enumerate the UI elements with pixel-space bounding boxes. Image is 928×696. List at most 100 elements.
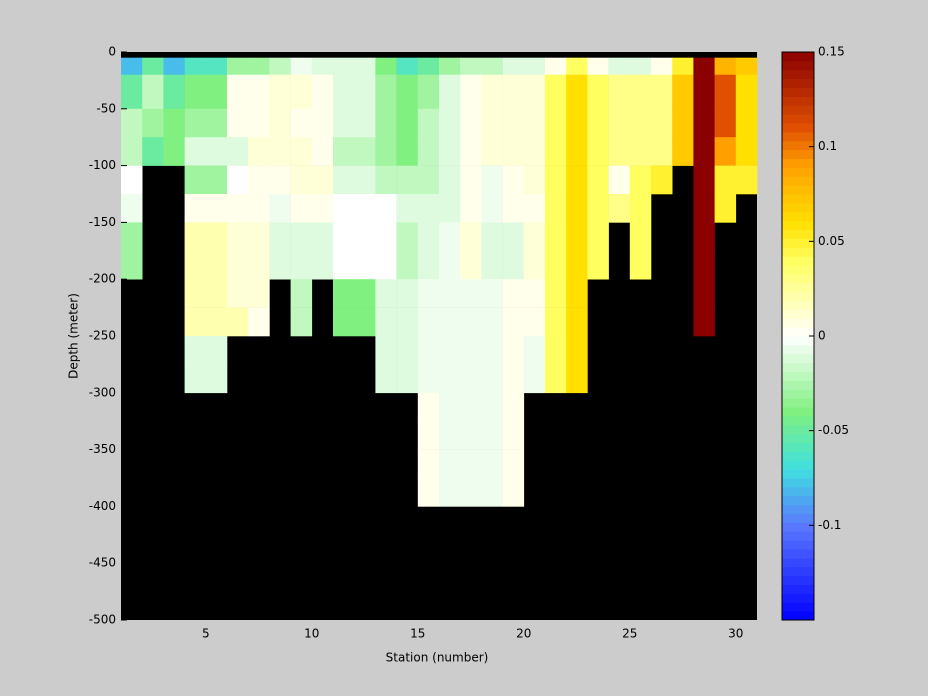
cell — [354, 307, 376, 337]
cell — [439, 364, 461, 394]
cell — [460, 279, 482, 308]
cell — [587, 108, 609, 138]
cell — [417, 137, 440, 166]
cell — [121, 250, 143, 280]
cell — [142, 108, 164, 138]
colorbar-swatch — [782, 380, 814, 390]
cell — [735, 74, 758, 110]
cell — [205, 336, 228, 365]
y-axis-label: Depth (meter) — [67, 293, 81, 379]
cell — [439, 421, 461, 450]
cell — [333, 307, 355, 337]
cell — [460, 57, 482, 76]
cell — [714, 108, 737, 138]
cell — [566, 222, 588, 252]
colorbar-swatch — [782, 362, 814, 372]
cell — [693, 307, 715, 337]
cell — [417, 307, 440, 337]
cell — [439, 478, 461, 507]
cell — [460, 307, 482, 337]
colorbar-swatch — [782, 167, 814, 177]
cell — [417, 392, 440, 422]
cell — [735, 137, 758, 166]
cell — [672, 137, 694, 166]
colorbar-swatch — [782, 353, 814, 364]
cell — [184, 108, 207, 138]
y-tick-label: -150 — [89, 215, 116, 229]
cell — [502, 307, 525, 337]
colorbar-swatch — [782, 114, 814, 124]
cell — [396, 74, 419, 110]
cell — [460, 421, 482, 450]
cell — [481, 194, 503, 223]
cell — [460, 478, 482, 507]
cell — [333, 279, 355, 308]
cell — [523, 74, 546, 110]
cell — [629, 165, 652, 195]
cell — [460, 392, 482, 422]
colorbar-swatch — [782, 229, 814, 239]
y-tick-label: -250 — [89, 329, 116, 343]
colorbar-swatch — [782, 176, 814, 186]
cell — [396, 336, 419, 365]
cell — [269, 137, 291, 166]
colorbar-tick-label: 0.1 — [818, 139, 837, 153]
cell — [502, 137, 525, 166]
cell — [333, 222, 355, 252]
colorbar-swatch — [782, 282, 814, 293]
cell — [629, 108, 652, 138]
cell — [248, 250, 270, 280]
cell — [693, 222, 715, 252]
cell — [375, 222, 397, 252]
cell — [184, 279, 207, 308]
cell — [439, 222, 461, 252]
colorbar-swatch — [782, 611, 814, 621]
cell — [290, 74, 313, 110]
colorbar-swatch — [782, 318, 814, 328]
cell — [545, 279, 567, 308]
cell — [205, 250, 228, 280]
cell — [227, 194, 249, 223]
colorbar-swatch — [782, 584, 814, 594]
cell — [566, 336, 588, 365]
cell — [629, 250, 652, 280]
cell — [121, 222, 143, 252]
cell — [566, 279, 588, 308]
cell — [205, 279, 228, 308]
colorbar-swatch — [782, 87, 814, 97]
cell — [184, 137, 207, 166]
cell — [396, 137, 419, 166]
cell — [587, 137, 609, 166]
cell — [523, 222, 546, 252]
colorbar-tick-label: -0.1 — [818, 518, 841, 532]
cell — [693, 279, 715, 308]
cell — [460, 165, 482, 195]
cell — [566, 194, 588, 223]
colorbar-swatch — [782, 256, 814, 266]
cell — [502, 250, 525, 280]
cell — [417, 74, 440, 110]
cell — [502, 57, 525, 76]
colorbar-swatch — [782, 407, 814, 417]
cell — [587, 74, 609, 110]
y-tick-label: -400 — [89, 499, 116, 513]
cell — [460, 222, 482, 252]
colorbar-swatch — [782, 238, 814, 248]
cell — [163, 74, 185, 110]
cell — [163, 108, 185, 138]
cell — [311, 108, 334, 138]
colorbar-swatch — [782, 247, 814, 257]
cell — [205, 165, 228, 195]
cell — [396, 108, 419, 138]
cell — [714, 194, 737, 223]
cell — [333, 57, 355, 76]
cell — [269, 57, 291, 76]
colorbar-swatch — [782, 202, 814, 213]
cell — [439, 392, 461, 422]
colorbar-swatch — [782, 415, 814, 426]
cell — [248, 165, 270, 195]
colorbar-swatch — [782, 513, 814, 523]
colorbar-swatch — [782, 424, 814, 435]
colorbar-swatch — [782, 194, 814, 204]
